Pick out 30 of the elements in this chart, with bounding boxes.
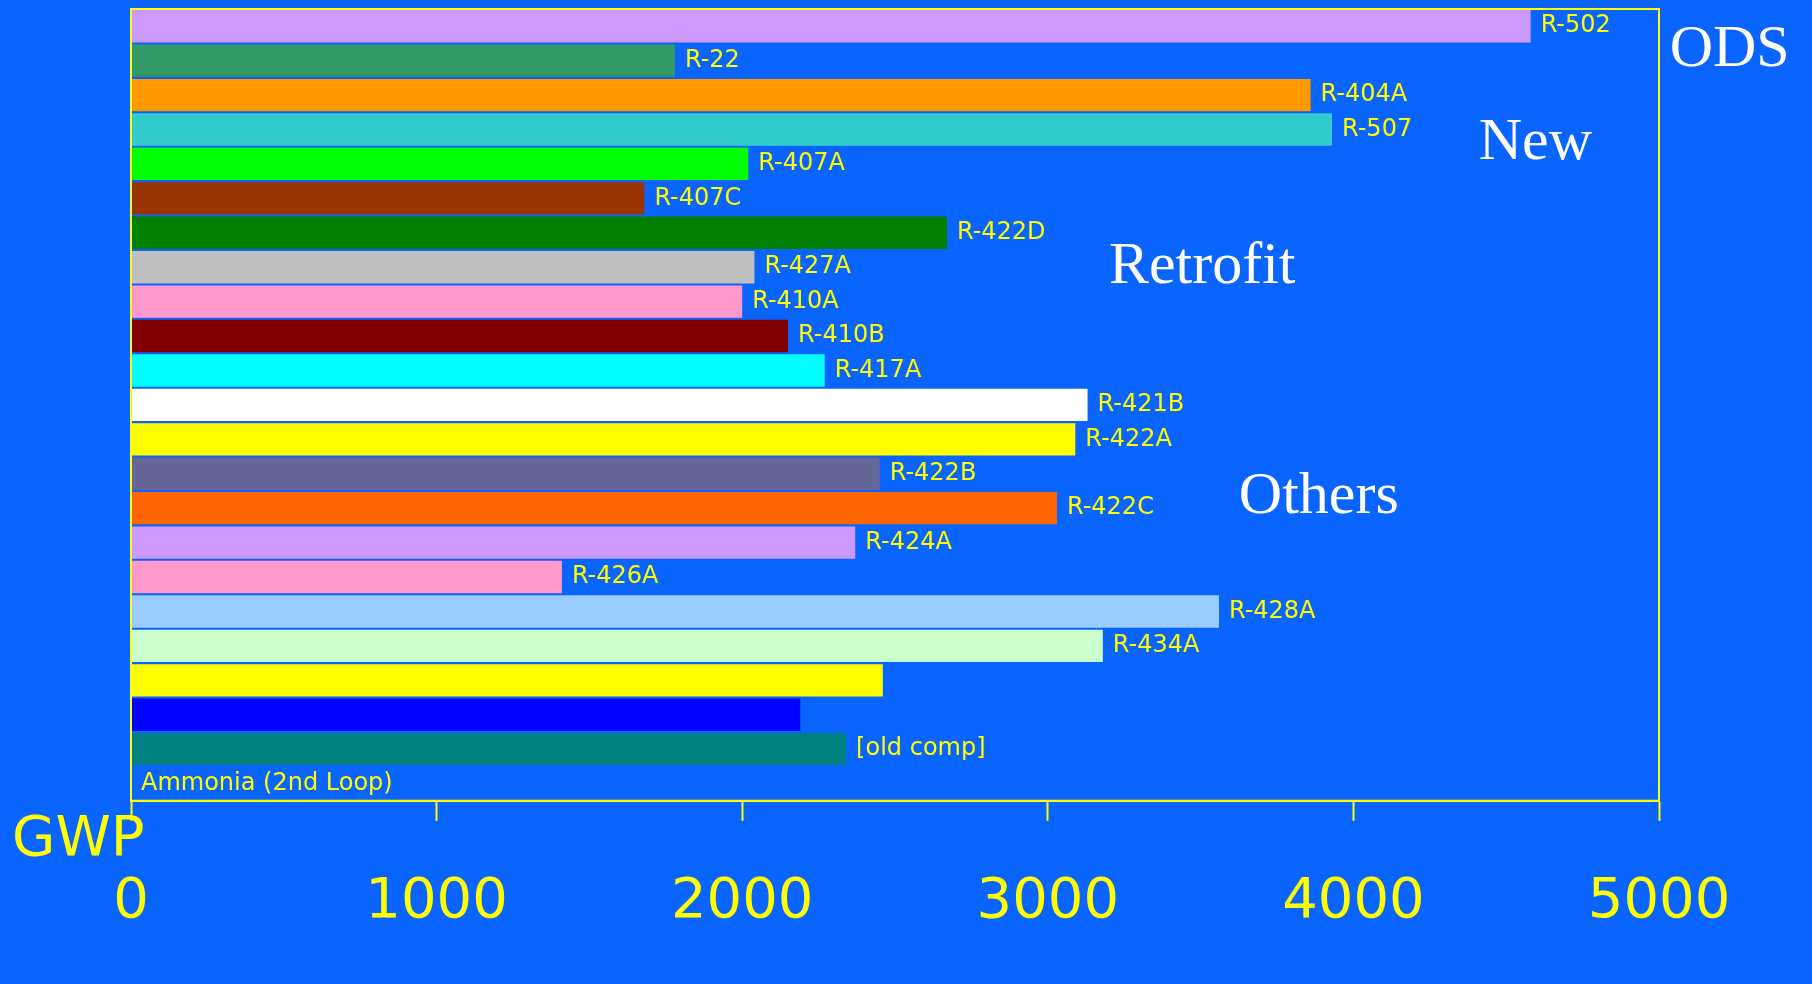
y-tick-label: R-502 [1540, 10, 1611, 39]
y-tick-label: R-428A [1228, 595, 1317, 624]
y-tick-label: R-22 [684, 44, 740, 73]
annotation: Others [1238, 460, 1399, 527]
y-tick-label: [old comp] [856, 733, 986, 762]
annotation: New [1478, 105, 1593, 172]
y-tick-label: R-427A [764, 251, 852, 280]
y-tick-label: R-410B [798, 320, 885, 349]
y-tick-label: R-507 [1342, 113, 1413, 142]
y-tick-label: R-407C [654, 182, 742, 211]
annotation: Retrofit [1108, 229, 1296, 296]
x-tick-label: 2000 [670, 864, 814, 930]
y-tick-label: R-410A [752, 285, 840, 314]
y-tick-label: R-422B [889, 457, 977, 486]
y-tick-label: Ammonia (2nd Loop) [141, 767, 393, 796]
text: ODS [1669, 12, 1790, 79]
x-tick-label: 3000 [976, 864, 1120, 930]
x-tick-label: 4000 [1282, 864, 1425, 930]
y-tick-label: R-426A [571, 561, 660, 590]
y-tick-label: R-417A [834, 354, 922, 383]
y-tick-label: R-422A [1085, 423, 1173, 452]
y-tick-label: R-422C [1066, 492, 1154, 521]
y-tick-label: R-434A [1112, 630, 1200, 659]
y-tick-label: R-404A [1320, 79, 1408, 108]
y-tick-label: R-422D [956, 217, 1046, 245]
y-tick-label: R-407A [758, 148, 846, 177]
x-tick-label: 5000 [1587, 864, 1731, 930]
x-tick-label: 1000 [365, 864, 508, 930]
y-tick-label: R-424A [865, 526, 953, 555]
y-tick-label: R-421B [1097, 389, 1185, 418]
